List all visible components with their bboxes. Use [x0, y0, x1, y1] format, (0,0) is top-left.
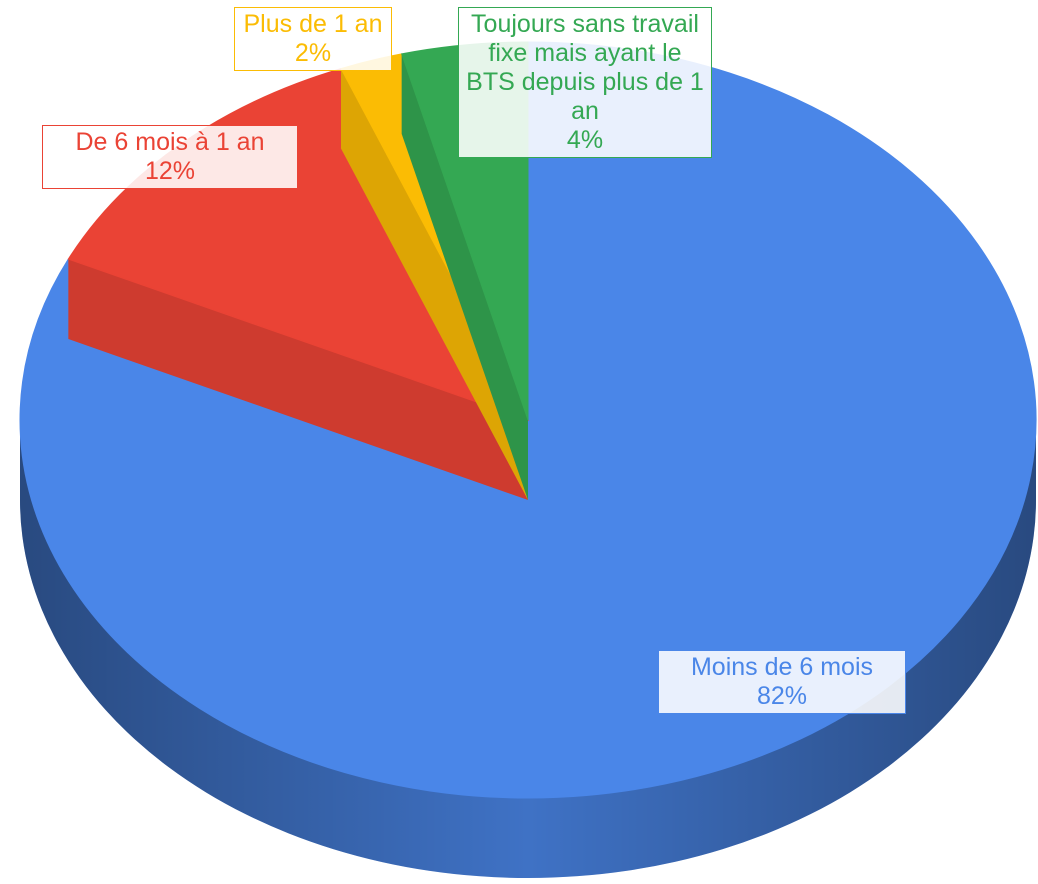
slice-label-value: 2% [294, 39, 332, 67]
slice-label-name: De 6 mois à 1 an [75, 128, 265, 156]
slice-label-value: 4% [566, 126, 604, 154]
slice-label-name: Moins de 6 mois [690, 653, 874, 681]
slice-label-name: Plus de 1 an [243, 10, 383, 38]
slice-wall [401, 53, 528, 501]
slice-wall [340, 68, 528, 500]
slice-label: Toujours sans travail fixe mais ayant le… [458, 7, 712, 158]
slice [19, 41, 1037, 799]
slice-side-shade [20, 420, 1036, 878]
slice-label-value: 82% [756, 682, 808, 710]
slice-label-name: Toujours sans travail fixe mais ayant le… [466, 10, 704, 125]
slice-wall [68, 259, 529, 500]
slice-label: Moins de 6 mois 82% [658, 650, 906, 714]
slice-label: De 6 mois à 1 an 12% [42, 125, 298, 189]
slice-label-value: 12% [144, 157, 196, 185]
slice-label: Plus de 1 an 2% [234, 7, 392, 71]
